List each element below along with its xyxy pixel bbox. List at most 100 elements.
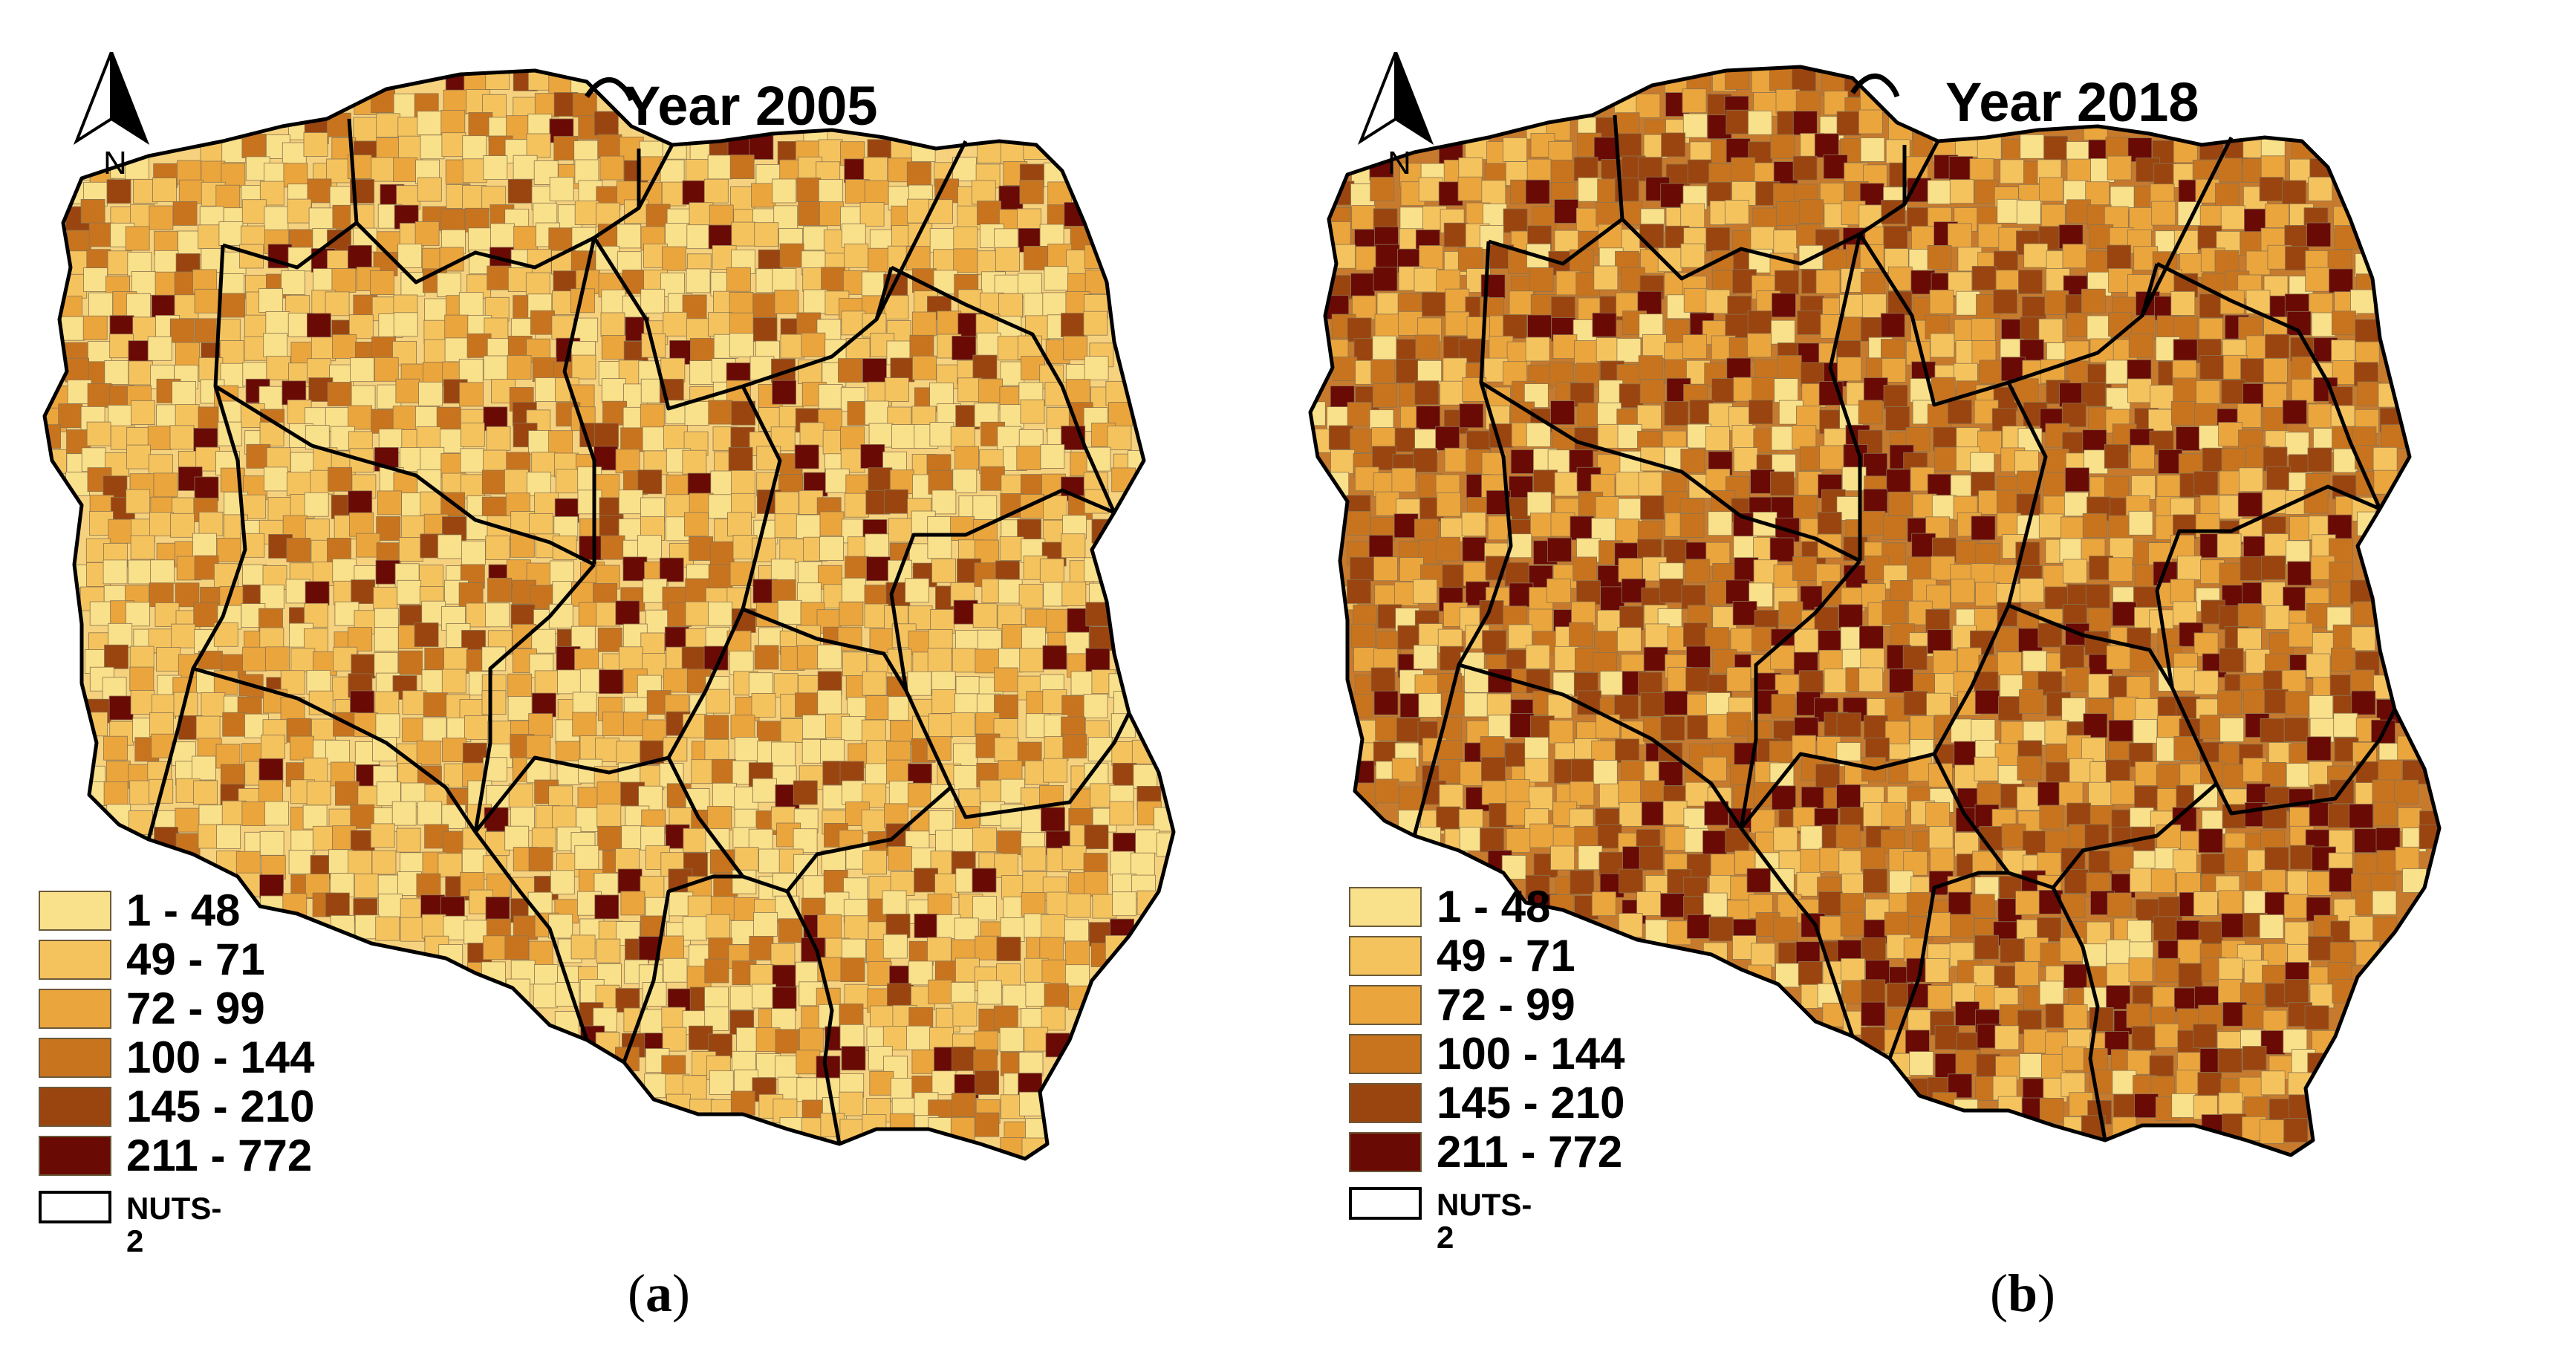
municipality-cell	[86, 421, 111, 446]
municipality-cell	[2349, 916, 2374, 940]
municipality-cell	[865, 400, 889, 426]
municipality-cell	[172, 381, 197, 406]
municipality-cell	[2063, 1004, 2088, 1029]
municipality-cell	[1525, 179, 1550, 204]
municipality-cell	[2023, 243, 2049, 268]
municipality-cell	[2112, 1070, 2137, 1095]
municipality-cell	[1799, 199, 1824, 224]
municipality-cell	[483, 155, 508, 181]
municipality-cell	[2104, 475, 2129, 501]
municipality-cell	[914, 914, 939, 938]
municipality-cell	[999, 536, 1024, 561]
municipality-cell	[331, 268, 357, 293]
municipality-cell	[2016, 200, 2041, 225]
municipality-cell	[2128, 510, 2153, 536]
municipality-cell	[1639, 845, 1664, 871]
municipality-cell	[2173, 339, 2198, 364]
municipality-cell	[1570, 758, 1596, 784]
municipality-cell	[2038, 318, 2063, 343]
municipality-cell	[817, 644, 842, 669]
municipality-cell	[375, 916, 400, 941]
municipality-cell	[1948, 223, 1972, 248]
municipality-cell	[774, 513, 799, 539]
municipality-cell	[818, 179, 843, 204]
municipality-cell	[602, 400, 627, 426]
municipality-cell	[756, 446, 781, 471]
municipality-cell	[468, 227, 492, 253]
municipality-cell	[1044, 266, 1069, 291]
municipality-cell	[1705, 426, 1730, 451]
hel-peninsula	[585, 77, 634, 102]
municipality-cell	[1569, 622, 1594, 647]
nuts2-boundary	[874, 140, 968, 321]
municipality-cell	[2215, 183, 2240, 208]
municipality-cell	[130, 690, 155, 715]
municipality-cell	[1352, 295, 1376, 320]
municipality-cell	[1350, 760, 1375, 785]
municipality-cell	[436, 406, 461, 432]
municipality-cell	[1863, 868, 1887, 894]
municipality-cell	[487, 265, 512, 290]
legend-swatch	[1349, 936, 1422, 976]
municipality-cell	[2150, 385, 2175, 409]
municipality-cell	[354, 874, 379, 898]
municipality-cell	[1572, 556, 1598, 582]
municipality-cell	[1970, 894, 1995, 919]
municipality-cell	[615, 449, 640, 474]
municipality-cell	[689, 202, 714, 227]
municipality-cell	[865, 533, 889, 559]
municipality-cell	[1107, 426, 1132, 450]
municipality-cell	[684, 512, 709, 537]
panel-caption: (a)	[628, 1263, 690, 1324]
municipality-cell	[1525, 336, 1550, 362]
municipality-cell	[1685, 667, 1710, 692]
municipality-cell	[793, 828, 818, 854]
municipality-cell	[998, 579, 1023, 604]
municipality-cell	[2017, 786, 2041, 811]
municipality-cell	[440, 208, 466, 233]
municipality-cell	[1616, 627, 1642, 652]
municipality-cell	[2327, 803, 2352, 828]
municipality-cell	[2064, 869, 2089, 894]
municipality-cell	[1414, 267, 1439, 293]
municipality-cell	[1021, 892, 1046, 917]
municipality-cell	[2372, 446, 2398, 472]
municipality-cell	[2127, 378, 2152, 403]
municipality-cell	[1712, 606, 1737, 631]
municipality-cell	[1707, 114, 1732, 140]
municipality-cell	[487, 577, 512, 602]
municipality-cell	[1860, 271, 1885, 296]
municipality-cell	[1549, 720, 1574, 744]
municipality-cell	[911, 311, 937, 336]
municipality-cell	[241, 199, 267, 224]
municipality-cell	[888, 696, 913, 721]
municipality-cell	[972, 828, 997, 852]
municipality-cell	[690, 338, 715, 362]
municipality-cell	[191, 755, 216, 781]
nuts2-boundary	[666, 756, 788, 894]
municipality-cell	[2087, 674, 2112, 698]
municipality-cell	[147, 426, 172, 450]
municipality-cell	[2260, 227, 2286, 253]
municipality-cell	[2285, 246, 2309, 271]
municipality-cell	[594, 894, 619, 920]
municipality-cell	[732, 869, 757, 894]
municipality-cell	[1569, 249, 1594, 274]
municipality-cell	[799, 422, 824, 447]
legend-swatch	[1349, 1132, 1422, 1172]
municipality-cell	[1595, 496, 1620, 521]
municipality-cell	[601, 289, 626, 314]
municipality-cell	[2355, 341, 2380, 366]
municipality-cell	[2263, 357, 2288, 383]
municipality-cell	[2061, 698, 2087, 722]
municipality-cell	[803, 226, 828, 251]
municipality-cell	[1414, 380, 1440, 406]
municipality-cell	[642, 426, 667, 452]
municipality-cell	[178, 230, 203, 256]
municipality-cell	[260, 735, 285, 759]
municipality-cell	[957, 377, 983, 403]
municipality-cell	[953, 743, 978, 768]
municipality-cell	[1730, 628, 1755, 653]
municipality-cell	[1769, 537, 1795, 562]
municipality-cell	[882, 934, 908, 959]
